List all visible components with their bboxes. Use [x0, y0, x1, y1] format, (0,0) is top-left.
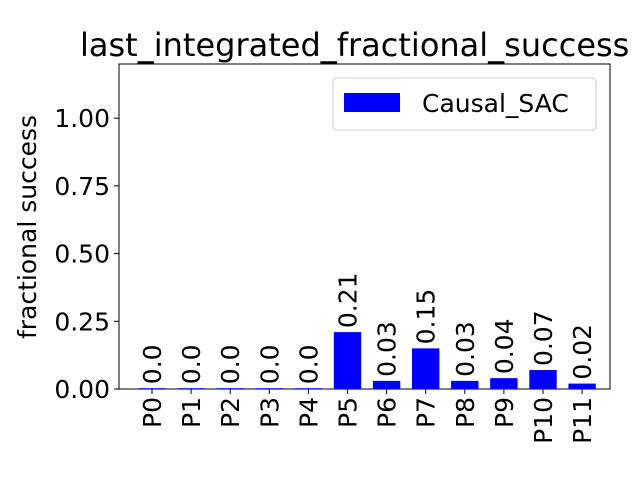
- x-tick-label: P9: [490, 397, 519, 428]
- bar-value-label: 0.07: [529, 310, 558, 366]
- bar-P0: [138, 388, 166, 389]
- x-tick-label: P7: [412, 397, 441, 428]
- x-tick-label: P4: [294, 397, 323, 428]
- bar-value-label: 0.03: [451, 321, 480, 377]
- y-axis-label: fractional success: [13, 115, 42, 339]
- x-tick-label: P5: [334, 397, 363, 428]
- bar-P5: [333, 332, 362, 389]
- bar-value-label: 0.15: [412, 289, 441, 345]
- bar-P11: [568, 383, 596, 389]
- x-tick-label: P6: [373, 397, 402, 428]
- bar-P2: [216, 388, 244, 389]
- bar-P1: [177, 388, 205, 389]
- x-tick-label: P8: [451, 397, 480, 428]
- y-tick-label: 0.75: [54, 172, 110, 201]
- legend-swatch: [344, 93, 400, 112]
- bar-value-label: 0.03: [373, 321, 402, 377]
- bar-P6: [372, 380, 401, 389]
- bar-value-label: 0.21: [334, 272, 363, 328]
- y-axis: 0.00 0.25 0.50 0.75 1.00: [54, 104, 119, 404]
- bar-labels-group: 0.0 0.0 0.0 0.0 0.0 0.21 0.03 0.15 0.03 0.04 0.07 0…: [138, 272, 597, 384]
- chart-title: last_integrated_fractional_success: [80, 26, 629, 64]
- plot-area: [118, 63, 611, 390]
- x-tick-label: P11: [568, 397, 597, 444]
- bar-value-label: 0.0: [216, 344, 245, 384]
- x-tick-label: P0: [138, 397, 167, 428]
- bar-P9: [490, 378, 518, 389]
- x-tick-label: P3: [255, 397, 284, 428]
- bar-value-label: 0.0: [138, 344, 167, 384]
- bar-value-label: 0.02: [568, 324, 597, 380]
- y-tick-label: 0.25: [54, 307, 110, 336]
- bar-P7: [412, 348, 440, 389]
- y-tick-label: 0.00: [54, 375, 110, 404]
- y-tick-label: 0.50: [54, 240, 110, 269]
- legend-label: Causal_SAC: [422, 89, 569, 118]
- bar-P4: [294, 388, 323, 389]
- x-tick-label: P2: [216, 397, 245, 428]
- x-axis: P0 P1 P2 P3 P4 P5 P6 P7 P8 P9 P10 P11: [138, 389, 597, 444]
- x-tick-label: P1: [177, 397, 206, 428]
- legend: Causal_SAC: [332, 77, 597, 131]
- bar-value-label: 0.0: [255, 344, 284, 384]
- legend-box: [332, 77, 597, 131]
- y-tick-label: 1.00: [54, 104, 110, 133]
- bars-group: [138, 332, 596, 389]
- bar-P10: [529, 370, 557, 389]
- bar-value-label: 0.04: [490, 318, 519, 374]
- x-tick-label: P10: [529, 397, 558, 444]
- bar-value-label: 0.0: [294, 344, 323, 384]
- bar-P8: [451, 380, 479, 389]
- bar-P3: [255, 388, 283, 389]
- bar-value-label: 0.0: [177, 344, 206, 384]
